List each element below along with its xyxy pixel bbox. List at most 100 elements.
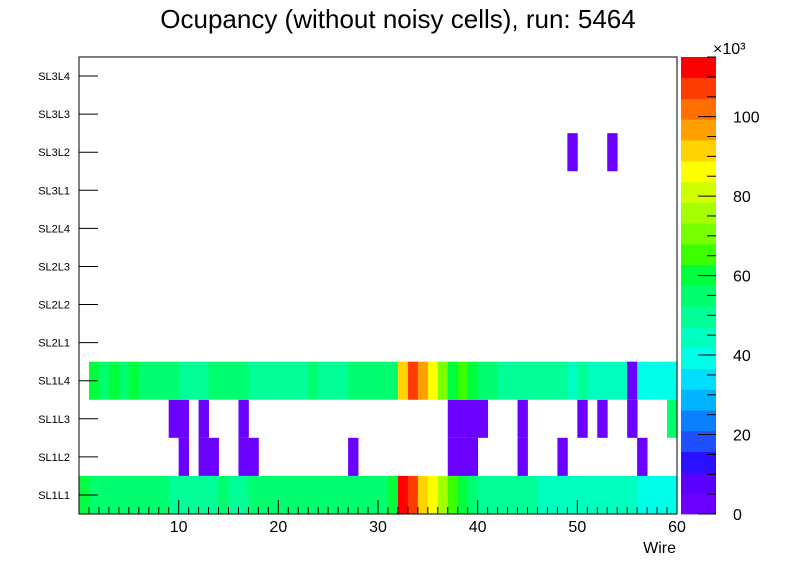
y-tick-label: SL2L3 — [38, 261, 70, 273]
heatmap-cell-SL1L1-5 — [118, 475, 130, 514]
heatmap-cell-SL1L1-58 — [647, 475, 658, 514]
color-scale-step — [681, 368, 716, 390]
heatmap-cell-SL1L4-14 — [208, 361, 219, 400]
heatmap-cell-SL1L1-25 — [318, 475, 329, 514]
z-tick-label: 80 — [733, 189, 751, 206]
heatmap-cell-SL1L4-45 — [517, 361, 528, 400]
heatmap-cell-SL1L1-32 — [387, 475, 399, 514]
heatmap-cell-SL1L1-23 — [298, 475, 309, 514]
heatmap-cell-SL1L1-42 — [487, 475, 498, 514]
heatmap-cell-SL1L3-53 — [597, 399, 608, 438]
color-scale-step — [681, 77, 716, 99]
heatmap-cell-SL1L3-51 — [577, 399, 588, 438]
heatmap-cell-SL1L4-18 — [248, 361, 259, 400]
heatmap-cell-SL3L2-54 — [607, 133, 618, 172]
heatmap-cell-SL1L4-52 — [587, 361, 598, 400]
heatmap-cell-SL1L1-47 — [537, 475, 548, 514]
heatmap-cell-SL1L1-44 — [507, 475, 518, 514]
heatmap-cell-SL1L4-11 — [178, 361, 190, 400]
heatmap-cell-SL1L4-37 — [437, 361, 449, 400]
heatmap-cell-SL1L4-55 — [617, 361, 628, 400]
heatmap-cell-SL1L1-55 — [617, 475, 628, 514]
z-tick-label: 20 — [733, 428, 751, 445]
heatmap-cell-SL1L1-31 — [378, 475, 389, 514]
heatmap-cell-SL1L4-36 — [427, 361, 439, 400]
heatmap-cell-SL1L1-21 — [278, 475, 289, 514]
heatmap-cell-SL1L1-4 — [108, 475, 120, 514]
heatmap-cell-SL1L1-27 — [338, 475, 349, 514]
heatmap-cell-SL1L4-38 — [447, 361, 459, 400]
color-scale-step — [681, 472, 716, 494]
heatmap-cell-SL1L1-19 — [258, 475, 269, 514]
heatmap-cell-SL1L1-56 — [627, 475, 638, 514]
z-tick-label: 100 — [733, 110, 760, 127]
heatmap-cell-SL1L4-47 — [537, 361, 548, 400]
color-scale-step — [681, 223, 716, 245]
heatmap-cell-SL1L4-46 — [527, 361, 538, 400]
heatmap-cell-SL1L1-38 — [447, 475, 459, 514]
heatmap-cell-SL1L4-44 — [507, 361, 518, 400]
color-scale-step — [681, 347, 716, 369]
heatmap-cell-SL1L3-17 — [238, 399, 249, 438]
chart-title: Ocupancy (without noisy cells), run: 546… — [160, 4, 635, 34]
heatmap-cell-SL1L1-53 — [597, 475, 608, 514]
heatmap-cell-SL1L3-13 — [198, 399, 209, 438]
color-scale-multiplier: ×10³ — [713, 41, 746, 58]
heatmap-cell-SL1L1-7 — [138, 475, 150, 514]
color-scale-axis: 0 20 40 60 80 100 — [698, 56, 760, 524]
heatmap-cell-SL1L1-49 — [557, 475, 568, 514]
plot-frame — [78, 56, 678, 515]
heatmap-cell-SL1L3-56 — [627, 399, 638, 438]
heatmap-cell-SL1L4-53 — [597, 361, 608, 400]
heatmap-cell-SL1L4-25 — [318, 361, 329, 400]
heatmap-cell-SL1L4-12 — [188, 361, 199, 400]
heatmap-cell-SL1L4-7 — [138, 361, 150, 400]
heatmap-cell-SL1L3-45 — [517, 399, 528, 438]
heatmap-cell-SL1L3-41 — [477, 399, 489, 438]
heatmap-cell-SL1L1-9 — [158, 475, 170, 514]
heatmap-cell-SL1L4-3 — [98, 361, 110, 400]
heatmap-cell-SL1L2-39 — [457, 437, 469, 476]
heatmap-cell-SL1L1-50 — [567, 475, 578, 514]
heatmap-cell-SL1L4-39 — [457, 361, 469, 400]
heatmap-cell-SL1L4-24 — [308, 361, 319, 400]
heatmap-cell-SL1L1-29 — [358, 475, 369, 514]
heatmap-cell-SL1L4-34 — [407, 361, 419, 400]
heatmap-cell-SL1L4-19 — [258, 361, 269, 400]
color-scale-step — [681, 181, 716, 203]
heatmap-cell-SL1L1-18 — [248, 475, 259, 514]
heatmap-cell-SL1L1-33 — [397, 475, 409, 514]
heatmap-cell-SL1L1-22 — [288, 475, 299, 514]
y-tick-label: SL2L2 — [38, 300, 70, 312]
color-scale-step — [681, 327, 716, 349]
heatmap-cell-SL1L3-40 — [467, 399, 479, 438]
heatmap-cell-SL1L4-6 — [128, 361, 140, 400]
color-scale-step — [681, 410, 716, 432]
color-scale-step — [681, 285, 716, 307]
heatmap-cell-SL1L4-27 — [338, 361, 349, 400]
heatmap-cell-SL1L3-11 — [178, 399, 190, 438]
heatmap-cell-SL1L4-23 — [298, 361, 309, 400]
heatmap-cell-SL1L1-24 — [308, 475, 319, 514]
heatmap-cell-SL1L1-35 — [417, 475, 429, 514]
y-tick-label: SL1L4 — [38, 376, 70, 388]
heatmap-cell-SL1L4-57 — [637, 361, 648, 400]
heatmap-cell-SL1L4-31 — [378, 361, 389, 400]
color-scale-step — [681, 493, 716, 515]
heatmap-cell-SL1L2-38 — [447, 437, 459, 476]
heatmap-cell-SL1L3-39 — [457, 399, 469, 438]
heatmap-cell-SL1L2-18 — [248, 437, 259, 476]
heatmap-cell-SL1L2-57 — [637, 437, 648, 476]
heatmap-cell-SL1L3-38 — [447, 399, 459, 438]
y-tick-label: SL2L1 — [38, 338, 70, 350]
heatmap-cell-SL1L1-46 — [527, 475, 538, 514]
y-tick-label: SL3L2 — [38, 147, 70, 159]
heatmap-cell-SL1L4-10 — [168, 361, 180, 400]
heatmap-cell-SL1L4-35 — [417, 361, 429, 400]
heatmap-cell-SL1L4-49 — [557, 361, 568, 400]
heatmap-cell-SL1L1-39 — [457, 475, 469, 514]
z-tick-label: 0 — [733, 507, 742, 524]
heatmap-cell-SL1L4-16 — [228, 361, 239, 400]
heatmap-cell-SL1L4-59 — [657, 361, 668, 400]
